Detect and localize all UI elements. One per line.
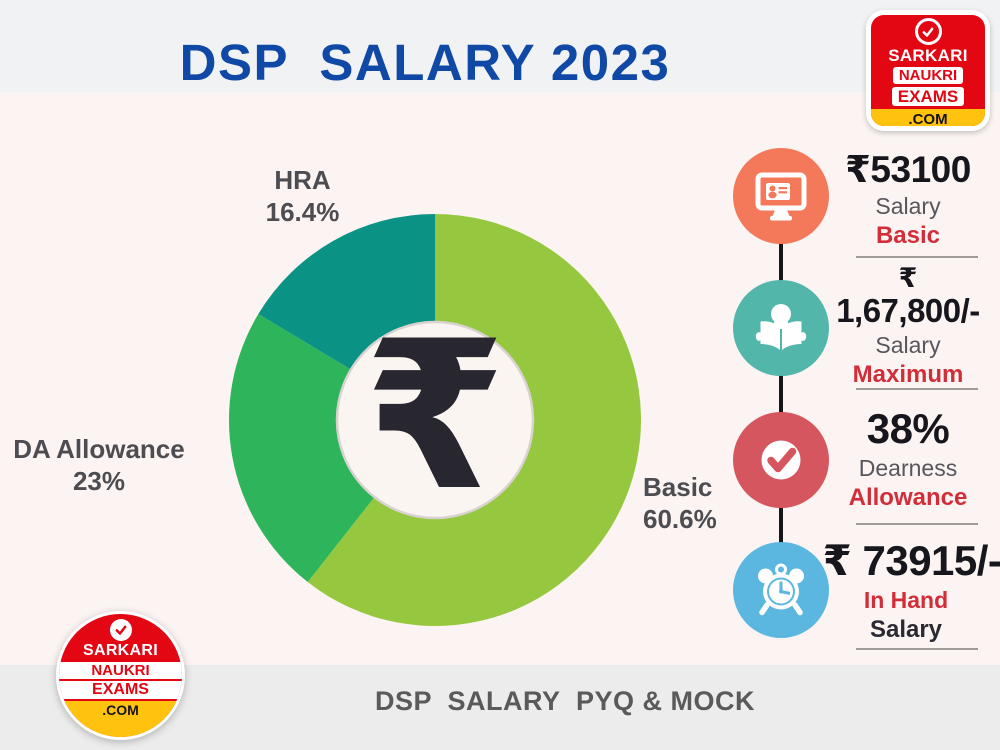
divider	[856, 256, 978, 258]
maximum-salary-amount: 1,67,800/-	[836, 292, 980, 329]
rupee-symbol: ₹	[363, 298, 507, 536]
brand-logo-inner: SARKARI NAUKRI EXAMS .COM	[871, 15, 985, 126]
maximum-salary-sub1: Salary	[875, 332, 941, 358]
brand-line-exams: EXAMS	[891, 87, 965, 106]
brand-logo-bottom-left: SARKARI NAUKRI EXAMS .COM	[56, 611, 185, 740]
dearness-allowance-item: 38% Dearness Allowance	[823, 406, 993, 512]
page-title: DSP SALARY 2023	[179, 34, 671, 91]
brand-line-sarkari: SARKARI	[888, 46, 968, 65]
brand-line-naukri: NAUKRI	[59, 662, 182, 679]
donut-slice-da-allowance	[229, 314, 435, 582]
callout-basic: Basic 60.6%	[643, 471, 783, 535]
in-hand-salary-item: ₹ 73915/- In Hand Salary	[806, 538, 1000, 644]
callout-basic-label: Basic	[643, 472, 713, 502]
header-band	[0, 0, 1000, 92]
maximum-salary-icon-circle	[733, 280, 829, 376]
brand-logo-top-right: SARKARI NAUKRI EXAMS .COM	[866, 10, 990, 131]
maximum-salary-sub2: Maximum	[852, 361, 964, 388]
monitor-id-card-icon	[755, 172, 807, 221]
divider	[856, 523, 978, 525]
basic-salary-sub2: Basic	[875, 222, 941, 249]
basic-salary-sub1: Salary	[875, 193, 941, 219]
maximum-salary-item: ₹ 1,67,800/- Salary Maximum	[823, 263, 993, 389]
brand-line-sarkari: SARKARI	[83, 642, 158, 659]
in-hand-salary-sub2: Salary	[869, 616, 943, 643]
maximum-salary-rupee-prefix: ₹	[898, 263, 918, 293]
check-badge-icon	[761, 440, 801, 480]
callout-da-label: DA Allowance	[13, 434, 185, 464]
callout-hra-label: HRA	[274, 165, 331, 195]
check-icon	[109, 619, 132, 641]
footer-caption: DSP SALARY PYQ & MOCK	[374, 686, 756, 716]
basic-salary-item: ₹53100 Salary Basic	[823, 150, 993, 250]
brand-line-com: .COM	[871, 109, 985, 126]
callout-basic-value: 60.6%	[643, 504, 717, 534]
check-icon	[914, 18, 942, 45]
divider	[856, 648, 978, 650]
alarm-clock-icon	[758, 563, 804, 616]
dearness-allowance-icon-circle	[733, 412, 829, 508]
divider	[856, 388, 978, 390]
callout-hra-value: 16.4%	[265, 197, 340, 227]
callout-da-allowance: DA Allowance 23%	[8, 433, 190, 497]
brand-line-naukri: NAUKRI	[892, 67, 964, 84]
brand-line-exams: EXAMS	[59, 681, 182, 699]
in-hand-salary-icon-circle	[733, 542, 829, 638]
person-reading-icon	[755, 304, 807, 350]
donut-chart	[229, 214, 641, 626]
in-hand-salary-sub1: In Hand	[863, 587, 949, 613]
dearness-allowance-sub2: Allowance	[848, 484, 968, 511]
dearness-allowance-sub1: Dearness	[858, 455, 958, 481]
basic-salary-amount: ₹53100	[845, 149, 971, 190]
donut-center-circle	[335, 320, 535, 520]
timeline-connector	[779, 200, 783, 592]
basic-salary-icon-circle	[733, 148, 829, 244]
in-hand-salary-amount: ₹ 73915/-	[822, 537, 1000, 584]
dearness-allowance-percent: 38%	[866, 405, 950, 452]
callout-hra: HRA 16.4%	[220, 164, 385, 228]
callout-da-value: 23%	[72, 466, 126, 496]
